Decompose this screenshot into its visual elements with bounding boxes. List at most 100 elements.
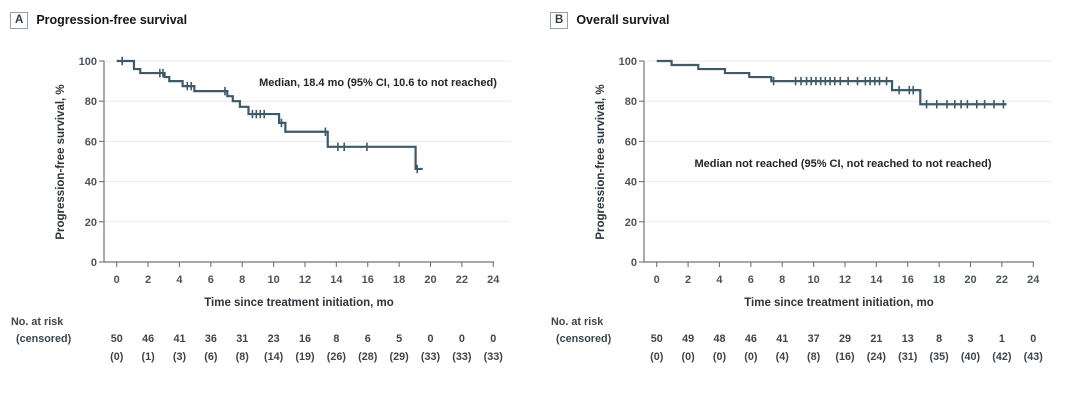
censored-count: (16) xyxy=(835,351,855,363)
risk-count: 0 xyxy=(427,333,433,345)
x-tick-label: 14 xyxy=(330,274,343,286)
median-annotation: Median, 18.4 mo (95% CI, 10.6 to not rea… xyxy=(259,77,497,89)
x-tick-label: 6 xyxy=(208,274,214,286)
y-tick-label: 0 xyxy=(631,257,637,269)
at-risk-label: No. at risk xyxy=(551,316,604,328)
x-tick-label: 16 xyxy=(362,274,374,286)
risk-count: 6 xyxy=(365,333,371,345)
risk-count: 37 xyxy=(808,333,820,345)
censored-count: (26) xyxy=(327,351,347,363)
risk-count: 41 xyxy=(776,333,788,345)
x-axis-title: Time since treatment initiation, mo xyxy=(744,297,934,309)
censored-label: (censored) xyxy=(16,333,72,345)
risk-count: 0 xyxy=(490,333,496,345)
censored-count: (8) xyxy=(236,351,250,363)
risk-count: 36 xyxy=(205,333,217,345)
risk-count: 46 xyxy=(745,333,757,345)
x-tick-label: 10 xyxy=(807,274,819,286)
censored-count: (1) xyxy=(141,351,155,363)
censored-count: (24) xyxy=(867,351,887,363)
y-axis-title: Progression-free survival, % xyxy=(595,84,607,239)
x-tick-label: 18 xyxy=(933,274,945,286)
x-tick-label: 24 xyxy=(1027,274,1040,286)
risk-count: 1 xyxy=(999,333,1005,345)
x-tick-label: 10 xyxy=(267,274,279,286)
x-tick-label: 6 xyxy=(748,274,754,286)
risk-count: 31 xyxy=(236,333,248,345)
y-tick-label: 0 xyxy=(91,257,97,269)
panel-a-header: A Progression-free survival xyxy=(10,12,187,29)
panel-b-header: B Overall survival xyxy=(550,12,669,29)
censored-count: (43) xyxy=(1024,351,1044,363)
y-tick-label: 20 xyxy=(625,217,637,229)
x-tick-label: 0 xyxy=(114,274,120,286)
panel-title: Overall survival xyxy=(576,13,670,28)
y-tick-label: 20 xyxy=(85,217,97,229)
x-tick-label: 12 xyxy=(839,274,851,286)
x-tick-label: 2 xyxy=(685,274,691,286)
risk-count: 16 xyxy=(299,333,311,345)
censored-count: (0) xyxy=(681,351,695,363)
censored-count: (33) xyxy=(452,351,472,363)
y-axis-title: Progression-free survival, % xyxy=(55,84,67,239)
risk-count: 8 xyxy=(333,333,339,345)
risk-count: 3 xyxy=(967,333,973,345)
censored-count: (0) xyxy=(713,351,727,363)
x-tick-label: 16 xyxy=(902,274,914,286)
y-tick-label: 100 xyxy=(619,56,637,68)
censored-count: (40) xyxy=(961,351,981,363)
censored-count: (42) xyxy=(992,351,1012,363)
censored-count: (4) xyxy=(776,351,790,363)
risk-count: 8 xyxy=(936,333,942,345)
panel-title: Progression-free survival xyxy=(36,13,188,28)
risk-count: 50 xyxy=(111,333,123,345)
x-tick-label: 22 xyxy=(996,274,1008,286)
censored-count: (0) xyxy=(744,351,758,363)
risk-count: 46 xyxy=(142,333,154,345)
panel-b: B Overall survival 0 20 40 60 80 100 0 2 4 6 8 10 12… xyxy=(540,0,1080,400)
censored-count: (29) xyxy=(390,351,410,363)
median-annotation: Median not reached (95% CI, not reached … xyxy=(694,158,991,170)
x-tick-label: 24 xyxy=(487,274,500,286)
risk-count: 5 xyxy=(396,333,402,345)
risk-count: 21 xyxy=(870,333,882,345)
censored-count: (19) xyxy=(295,351,315,363)
censored-count: (3) xyxy=(173,351,187,363)
censored-count: (0) xyxy=(110,351,124,363)
risk-count: 48 xyxy=(713,333,725,345)
x-tick-label: 0 xyxy=(654,274,660,286)
risk-count: 23 xyxy=(268,333,280,345)
panel-letter-badge: A xyxy=(10,12,29,29)
censored-count: (33) xyxy=(421,351,441,363)
km-curve xyxy=(656,59,1007,106)
at-risk-label: No. at risk xyxy=(11,316,64,328)
x-axis-title: Time since treatment initiation, mo xyxy=(204,297,394,309)
panel-a: A Progression-free survival 0 20 40 60 80 100… xyxy=(10,12,511,363)
censored-label: (censored) xyxy=(556,333,612,345)
x-tick-label: 22 xyxy=(456,274,468,286)
y-tick-label: 100 xyxy=(79,56,97,68)
censored-count: (35) xyxy=(930,351,950,363)
y-tick-label: 60 xyxy=(625,136,637,148)
risk-count: 41 xyxy=(173,333,185,345)
x-tick-label: 4 xyxy=(716,274,723,286)
x-tick-label: 20 xyxy=(424,274,436,286)
x-tick-label: 12 xyxy=(299,274,311,286)
y-tick-label: 60 xyxy=(85,136,97,148)
censored-count: (31) xyxy=(898,351,918,363)
censored-count: (28) xyxy=(358,351,378,363)
x-tick-label: 14 xyxy=(870,274,883,286)
censored-count: (14) xyxy=(264,351,284,363)
y-tick-label: 80 xyxy=(625,96,637,108)
x-tick-label: 4 xyxy=(176,274,183,286)
censored-count: (33) xyxy=(484,351,504,363)
x-tick-label: 20 xyxy=(964,274,976,286)
y-tick-label: 40 xyxy=(625,177,637,189)
x-tick-label: 18 xyxy=(393,274,405,286)
risk-count: 50 xyxy=(651,333,663,345)
